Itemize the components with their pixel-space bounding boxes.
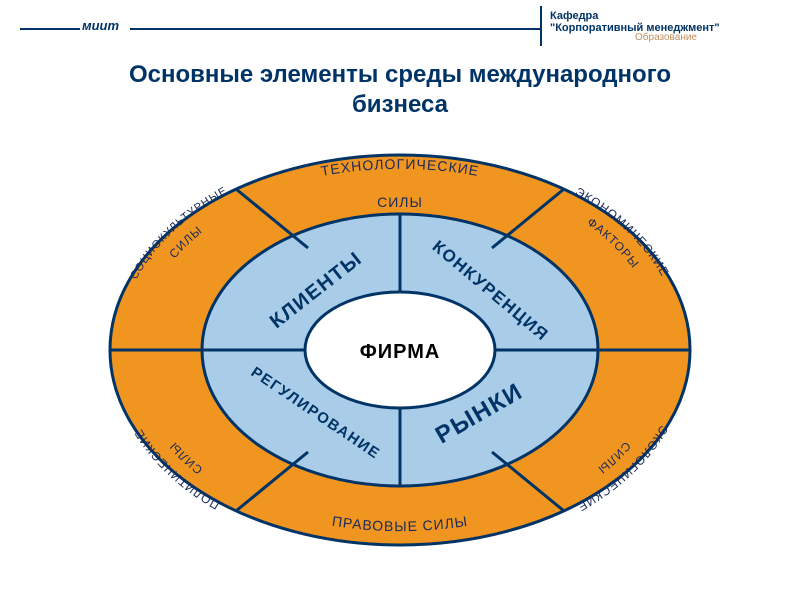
center-label: ФИРМА (360, 341, 441, 363)
page-title: Основные элементы среды международного б… (0, 60, 800, 120)
outer-label-tech-2: СИЛЫ (377, 194, 423, 210)
logo: миит (82, 18, 119, 33)
header-divider-left (20, 28, 80, 30)
education-text: Образование (635, 32, 697, 43)
department-block: Кафедра "Корпоративный менеджмент" Образ… (550, 10, 780, 34)
title-line2: бизнеса (352, 91, 448, 118)
header-divider-right (130, 28, 540, 30)
environment-diagram: ФИРМА КЛИЕНТЫ КОНКУРЕНЦИЯ РЕГУЛИРОВАНИЕ … (95, 145, 705, 565)
header: миит Кафедра "Корпоративный менеджмент" … (0, 0, 800, 60)
title-line1: Основные элементы среды международного (129, 61, 671, 88)
department-line1: Кафедра (550, 10, 780, 22)
header-vertical-divider (540, 6, 542, 46)
